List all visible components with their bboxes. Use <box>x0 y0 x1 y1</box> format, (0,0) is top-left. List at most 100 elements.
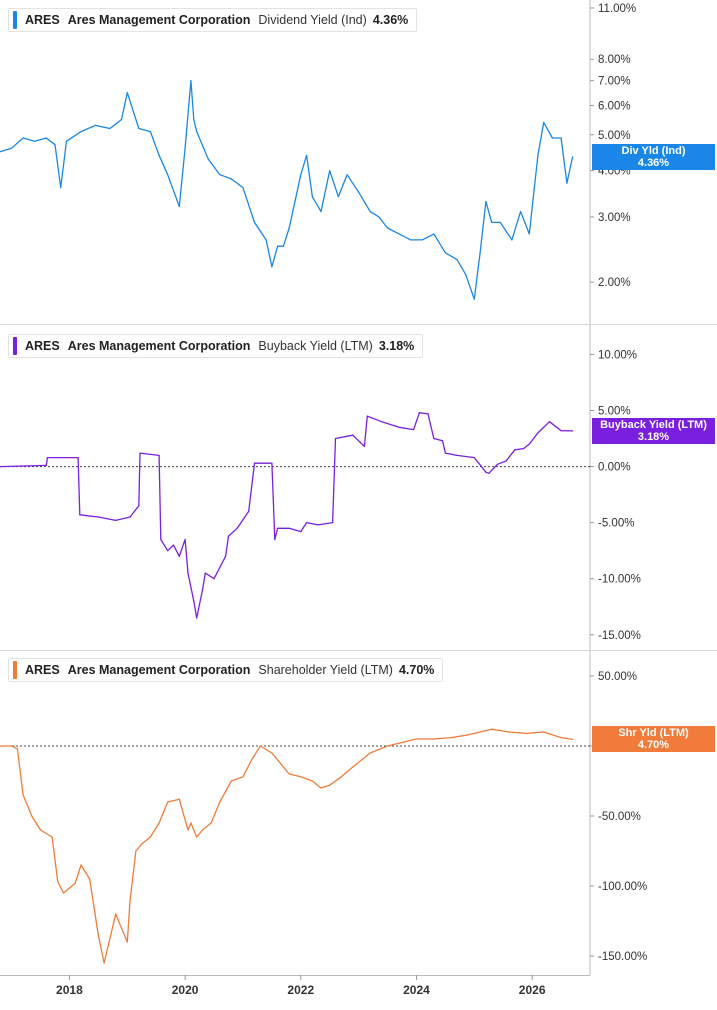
data-point <box>10 745 13 747</box>
data-point <box>519 211 522 213</box>
y-tick-label: 0.00% <box>598 462 631 474</box>
data-point <box>433 233 435 235</box>
data-point <box>415 738 418 740</box>
legend-dividend-yield: ARES Ares Management Corporation Dividen… <box>8 8 418 32</box>
data-point <box>381 421 383 423</box>
data-point <box>444 252 446 254</box>
data-point <box>274 538 276 541</box>
tag-value: 4.70% <box>637 739 670 752</box>
data-point <box>219 801 221 803</box>
data-point <box>514 449 516 451</box>
data-point <box>190 80 192 82</box>
data-point <box>77 457 79 459</box>
data-point <box>204 572 206 574</box>
data-point <box>271 752 273 754</box>
data-point <box>193 600 195 602</box>
data-point <box>0 151 1 153</box>
data-point <box>511 239 513 241</box>
data-point <box>138 505 140 507</box>
data-point <box>369 752 371 754</box>
data-point <box>79 514 81 516</box>
legend-ticker: ARES <box>25 663 60 677</box>
data-point <box>207 158 209 160</box>
series-color-swatch <box>13 661 17 679</box>
data-point <box>404 741 406 743</box>
data-point <box>537 432 539 434</box>
data-point <box>201 829 204 831</box>
data-point <box>10 147 13 149</box>
data-point <box>22 794 24 796</box>
tag-label: Shr Yld (LTM) <box>618 727 689 740</box>
data-point <box>456 454 458 456</box>
data-point <box>80 864 82 866</box>
x-tick-label: 2024 <box>403 983 430 997</box>
data-point <box>277 245 279 247</box>
data-point <box>288 773 290 775</box>
data-point <box>412 428 415 431</box>
data-point <box>31 815 33 817</box>
legend-latest-value: 4.36% <box>372 13 409 27</box>
last-value-tag-shareholder: Shr Yld (LTM) 4.70% <box>592 726 715 753</box>
data-point <box>366 415 368 417</box>
y-tick-label: -10.00% <box>598 574 641 586</box>
data-point <box>138 127 140 130</box>
data-point <box>230 178 232 180</box>
data-point <box>543 121 545 124</box>
data-point <box>271 266 273 268</box>
data-point <box>358 191 360 193</box>
data-point <box>242 776 244 778</box>
data-point <box>120 927 123 929</box>
data-point <box>253 221 256 223</box>
data-point <box>282 245 285 247</box>
data-point <box>334 437 337 440</box>
y-tick-label: -50.00% <box>598 811 641 823</box>
data-point <box>129 899 131 901</box>
legend-metric: Dividend Yield (Ind) <box>258 13 367 27</box>
legend-ticker: ARES <box>25 339 60 353</box>
data-point <box>444 452 446 454</box>
data-point <box>265 239 267 241</box>
data-point <box>115 913 117 915</box>
data-point <box>167 550 169 552</box>
data-point <box>184 147 186 149</box>
data-point <box>386 745 389 747</box>
series-color-swatch <box>13 337 17 355</box>
data-point <box>149 836 151 838</box>
data-point <box>178 205 180 208</box>
data-point <box>346 174 348 176</box>
data-point <box>525 732 527 735</box>
data-point <box>227 535 230 537</box>
data-point <box>129 516 131 518</box>
data-point <box>572 430 574 432</box>
data-point <box>311 780 313 782</box>
data-point <box>57 881 59 883</box>
data-point <box>16 748 18 750</box>
data-point <box>236 527 238 529</box>
data-point <box>259 745 261 747</box>
data-point <box>160 538 162 541</box>
data-point <box>184 538 186 541</box>
legend-company: Ares Management Corporation <box>67 663 251 677</box>
data-point <box>331 522 334 524</box>
y-tick-label: -15.00% <box>598 630 641 642</box>
data-point <box>288 527 290 529</box>
data-point <box>352 434 354 436</box>
series-color-swatch <box>13 11 17 29</box>
data-point <box>305 154 308 156</box>
last-value-tag-dividend: Div Yld (Ind) 4.36% <box>592 143 715 170</box>
y-tick-label: -5.00% <box>598 518 634 530</box>
data-point <box>467 734 470 736</box>
data-point <box>97 934 99 936</box>
data-point <box>65 140 68 142</box>
data-point <box>528 233 530 235</box>
data-point <box>320 211 322 213</box>
data-point <box>109 127 111 130</box>
data-point <box>178 798 180 800</box>
data-point <box>167 801 169 803</box>
y-tick-label: 2.00% <box>598 277 631 289</box>
data-point <box>398 233 400 235</box>
data-point <box>572 738 574 741</box>
data-point <box>491 221 493 223</box>
data-point <box>485 471 487 473</box>
